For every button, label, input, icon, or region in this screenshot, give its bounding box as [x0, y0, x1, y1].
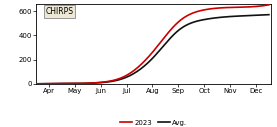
Legend: 2023, Avg.: 2023, Avg. — [117, 117, 190, 127]
Text: CHIRPS: CHIRPS — [45, 7, 73, 16]
